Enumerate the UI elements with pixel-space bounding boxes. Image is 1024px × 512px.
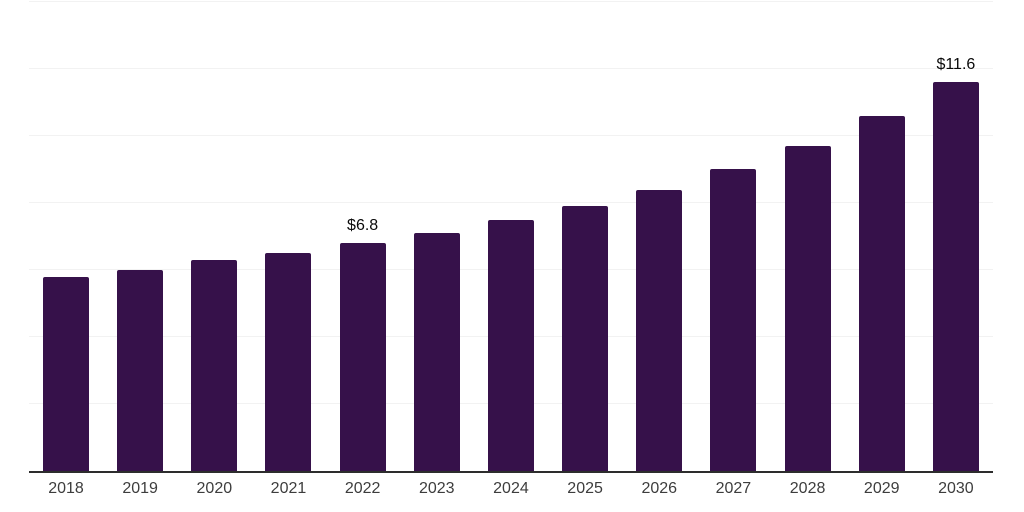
bar-2025 [562, 206, 609, 471]
bar-column-2026 [636, 190, 683, 471]
bar-column-2030: $11.6 [932, 57, 979, 471]
bar-value-label: $6.8 [347, 217, 379, 234]
x-tick-label: 2029 [863, 480, 900, 497]
bar-2019 [117, 270, 164, 471]
bar-column-2022: $6.8 [339, 218, 386, 471]
x-tick-label: 2019 [122, 480, 158, 497]
plot-area: $6.8 $11.6 [29, 1, 993, 473]
bar-2023 [413, 233, 460, 471]
bar-column-2023 [413, 233, 460, 471]
bar-2027 [710, 169, 757, 471]
bar-2022 [339, 243, 386, 471]
bar-column-2021 [265, 253, 312, 471]
bar-2026 [636, 190, 683, 471]
bar-column-2024 [487, 220, 534, 471]
x-tick-label: 2026 [641, 480, 678, 497]
bar-2028 [784, 146, 831, 471]
bar-column-2020 [191, 260, 238, 471]
x-tick-label: 2018 [48, 480, 84, 497]
bar-column-2027 [710, 169, 757, 471]
x-tick-label: 2022 [344, 480, 381, 497]
gridline [29, 1, 993, 2]
bar-2018 [43, 277, 89, 471]
gridline [29, 202, 993, 203]
x-tick-label: 2027 [715, 480, 752, 497]
bar-2024 [487, 220, 534, 471]
x-tick-label: 2025 [567, 480, 603, 497]
x-tick-label: 2023 [418, 480, 455, 497]
bars-row: $6.8 $11.6 [29, 2, 993, 471]
bar-value-label: $11.6 [936, 56, 976, 73]
x-tick-label: 2024 [493, 480, 529, 497]
x-tick-label: 2021 [270, 480, 307, 497]
x-tick-label: 2020 [196, 480, 233, 497]
bar-column-2028 [784, 146, 831, 471]
x-tick-label: 2028 [789, 480, 826, 497]
gridline [29, 68, 993, 69]
bar-2021 [265, 253, 312, 471]
bar-2020 [191, 260, 238, 471]
bar-column-2029 [858, 116, 905, 471]
bar-2029 [858, 116, 905, 471]
bar-column-2019 [117, 270, 164, 471]
bar-column-2018 [43, 277, 89, 471]
x-axis-labels: 2018 2019 2020 2021 2022 2023 2024 2025 2026 2027… [29, 481, 993, 497]
x-tick-label: 2030 [938, 480, 974, 497]
gridline [29, 135, 993, 136]
x-axis-line [29, 471, 993, 473]
bar-column-2025 [562, 206, 609, 471]
bar-2030 [932, 82, 979, 471]
